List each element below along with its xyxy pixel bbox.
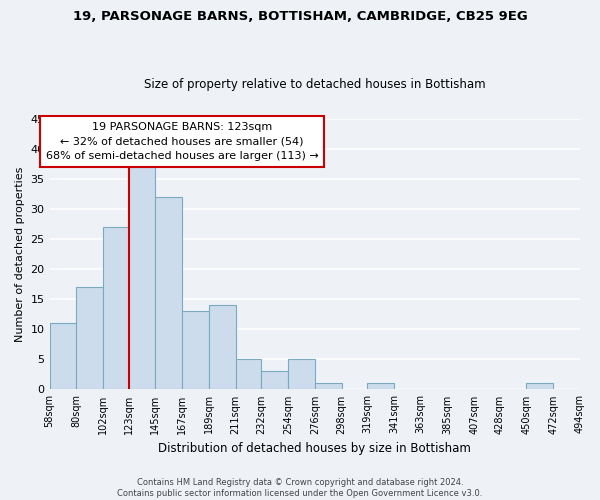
Bar <box>103 227 128 390</box>
Bar <box>155 197 182 390</box>
Bar <box>526 384 553 390</box>
Bar <box>50 323 76 390</box>
Bar <box>76 287 103 390</box>
Bar <box>236 360 261 390</box>
Bar <box>128 166 155 390</box>
Bar <box>182 311 209 390</box>
Title: Size of property relative to detached houses in Bottisham: Size of property relative to detached ho… <box>144 78 485 91</box>
Bar <box>367 384 394 390</box>
Bar <box>209 305 236 390</box>
X-axis label: Distribution of detached houses by size in Bottisham: Distribution of detached houses by size … <box>158 442 471 455</box>
Bar <box>315 384 341 390</box>
Text: 19, PARSONAGE BARNS, BOTTISHAM, CAMBRIDGE, CB25 9EG: 19, PARSONAGE BARNS, BOTTISHAM, CAMBRIDG… <box>73 10 527 23</box>
Text: 19 PARSONAGE BARNS: 123sqm
← 32% of detached houses are smaller (54)
68% of semi: 19 PARSONAGE BARNS: 123sqm ← 32% of deta… <box>46 122 319 161</box>
Bar <box>261 372 288 390</box>
Bar <box>288 360 315 390</box>
Text: Contains HM Land Registry data © Crown copyright and database right 2024.
Contai: Contains HM Land Registry data © Crown c… <box>118 478 482 498</box>
Y-axis label: Number of detached properties: Number of detached properties <box>15 166 25 342</box>
